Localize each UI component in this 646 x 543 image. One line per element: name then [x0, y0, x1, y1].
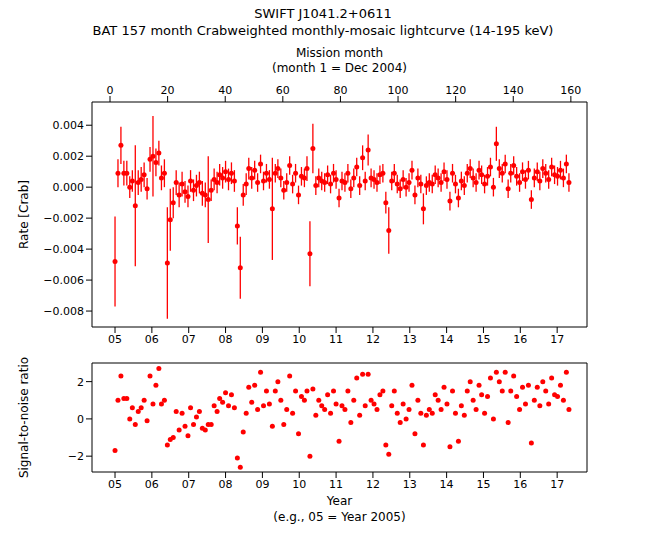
- svg-text:40: 40: [218, 84, 232, 97]
- svg-text:07: 07: [182, 333, 196, 346]
- svg-text:140: 140: [503, 84, 524, 97]
- svg-text:17: 17: [550, 478, 564, 491]
- svg-text:06: 06: [145, 478, 159, 491]
- svg-text:60: 60: [276, 84, 290, 97]
- svg-text:07: 07: [182, 478, 196, 491]
- svg-text:10: 10: [292, 333, 306, 346]
- svg-text:13: 13: [403, 333, 417, 346]
- svg-text:11: 11: [329, 478, 343, 491]
- svg-text:0.000: 0.000: [53, 181, 85, 194]
- svg-text:0.004: 0.004: [53, 119, 85, 132]
- svg-text:80: 80: [333, 84, 347, 97]
- svg-text:−0.002: −0.002: [43, 212, 84, 225]
- html-text:BAT 157 month Crabweighted mon: BAT 157 month Crabweighted monthly-mosai…: [92, 23, 554, 38]
- svg-text:0: 0: [107, 84, 114, 97]
- svg-text:08: 08: [219, 333, 233, 346]
- svg-text:16: 16: [513, 478, 527, 491]
- svg-text:16: 16: [513, 333, 527, 346]
- svg-text:Rate [Crab]: Rate [Crab]: [17, 180, 31, 249]
- svg-text:Signal-to-noise ratio: Signal-to-noise ratio: [17, 357, 31, 478]
- svg-text:05: 05: [108, 333, 122, 346]
- svg-text:09: 09: [255, 333, 269, 346]
- svg-text:05: 05: [108, 478, 122, 491]
- svg-text:08: 08: [219, 478, 233, 491]
- svg-text:0.002: 0.002: [53, 150, 85, 163]
- svg-text:10: 10: [292, 478, 306, 491]
- svg-text:15: 15: [476, 333, 490, 346]
- html-text:(month 1 = Dec 2004): (month 1 = Dec 2004): [272, 61, 407, 75]
- svg-text:−0.006: −0.006: [43, 274, 84, 287]
- svg-text:2: 2: [77, 376, 84, 389]
- svg-text:120: 120: [445, 84, 466, 97]
- html-text:SWIFT J1041.2+0611: SWIFT J1041.2+0611: [254, 6, 392, 21]
- svg-text:09: 09: [255, 478, 269, 491]
- svg-text:14: 14: [440, 478, 454, 491]
- svg-text:−0.008: −0.008: [43, 305, 84, 318]
- svg-text:13: 13: [403, 478, 417, 491]
- svg-text:06: 06: [145, 333, 159, 346]
- svg-text:−2: −2: [68, 450, 84, 463]
- svg-text:12: 12: [366, 478, 380, 491]
- svg-text:−0.004: −0.004: [43, 243, 84, 256]
- svg-text:14: 14: [440, 333, 454, 346]
- html-text:Year: Year: [326, 494, 353, 508]
- svg-text:11: 11: [329, 333, 343, 346]
- svg-text:20: 20: [161, 84, 175, 97]
- svg-text:160: 160: [560, 84, 581, 97]
- svg-text:100: 100: [388, 84, 409, 97]
- svg-text:0: 0: [77, 413, 84, 426]
- svg-text:17: 17: [550, 333, 564, 346]
- svg-text:12: 12: [366, 333, 380, 346]
- html-text:(e.g., 05 = Year 2005): (e.g., 05 = Year 2005): [273, 510, 406, 524]
- svg-text:15: 15: [476, 478, 490, 491]
- html-text:Mission month: Mission month: [295, 46, 384, 60]
